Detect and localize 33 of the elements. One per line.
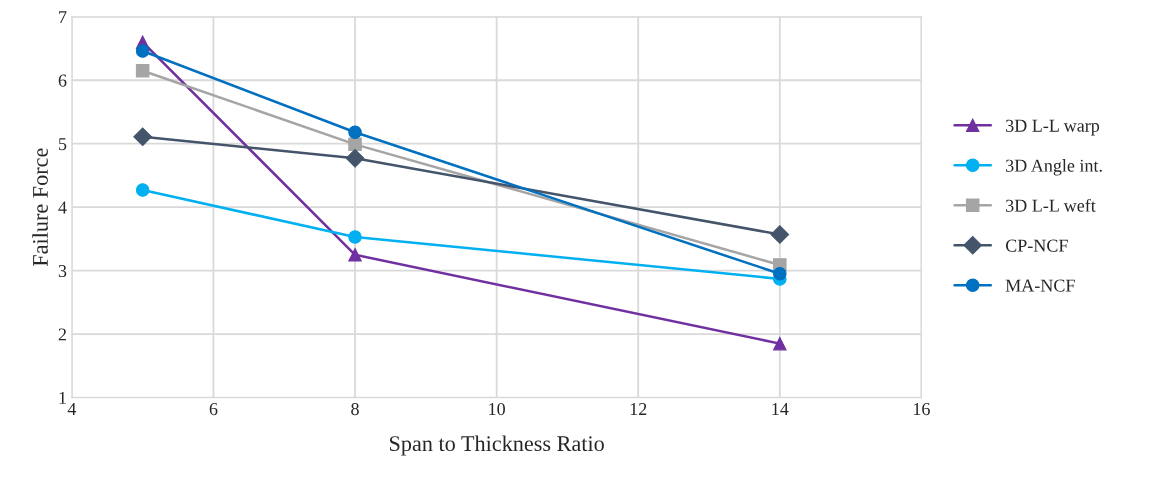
point	[348, 248, 362, 262]
point	[348, 137, 362, 152]
legend-label: 3D Angle int.	[1006, 159, 1102, 176]
x-tick-label: 4	[67, 403, 77, 415]
point	[348, 125, 362, 140]
y-tick-label: 2	[58, 328, 66, 341]
x-tick-label: 8	[351, 402, 359, 416]
x-tick-label: 12	[630, 403, 647, 415]
x-tick-label: 6	[209, 403, 218, 416]
x-tick-label: 16	[913, 403, 930, 416]
y-tick-label: 6	[58, 74, 67, 87]
legend-label: CP-NCF	[1005, 239, 1068, 252]
point	[135, 63, 150, 78]
legend-label: 3D L-L weft	[1006, 198, 1096, 212]
x-tick-label: 10	[489, 402, 505, 416]
y-tick-label: 3	[58, 264, 67, 278]
point	[345, 148, 365, 168]
legend-label: MA-NCF	[1005, 279, 1075, 292]
point	[773, 267, 787, 281]
point	[133, 127, 153, 147]
point	[135, 44, 150, 58]
y-tick-label: 5	[59, 138, 67, 151]
point	[135, 183, 150, 197]
point	[348, 230, 362, 244]
point	[773, 336, 787, 351]
legend-label: 3D L-L warp	[1006, 119, 1100, 136]
y-axis-title: Failure Force	[32, 148, 48, 267]
y-tick-label: 7	[59, 11, 67, 24]
y-tick-label: 4	[58, 201, 67, 214]
point	[770, 225, 790, 244]
x-axis-title: Span to Thickness Ratio	[389, 435, 604, 456]
y-tick-label: 1	[59, 391, 66, 404]
x-tick-label: 14	[772, 403, 789, 415]
